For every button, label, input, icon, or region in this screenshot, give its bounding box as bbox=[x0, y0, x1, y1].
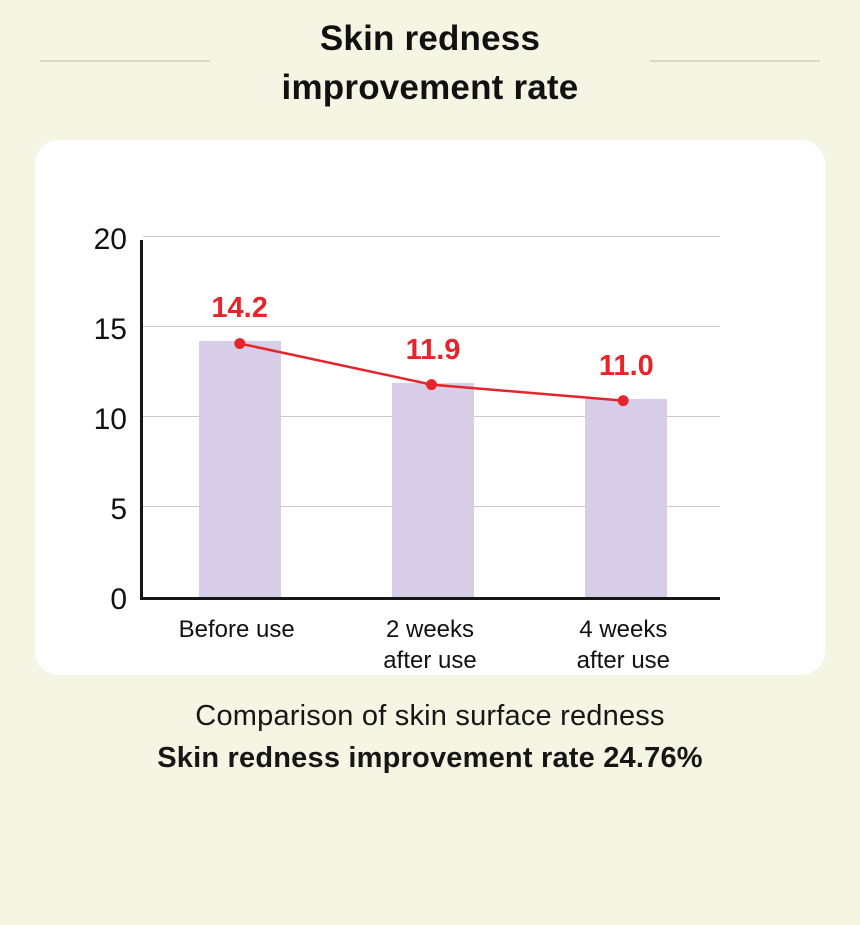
caption-line-1: Comparison of skin surface redness bbox=[195, 700, 665, 732]
page-title: Skin redness improvement rate bbox=[0, 14, 860, 112]
plot-area: 14.2 11.9 11.0 bbox=[140, 236, 720, 600]
y-tick-label: 10 bbox=[93, 403, 127, 436]
data-point-dot bbox=[234, 338, 246, 349]
x-axis-labels: Before use 2 weeks after use 4 weeks after… bbox=[140, 614, 720, 674]
y-tick-label: 5 bbox=[110, 493, 127, 526]
page-title-line2: improvement rate bbox=[281, 68, 579, 107]
trend-line bbox=[234, 338, 629, 407]
chart-card: 0 5 10 15 20 14.2 11.9 11.0 Before use 2 weeks … bbox=[35, 140, 825, 675]
value-label: 11.9 bbox=[405, 333, 461, 366]
x-axis-label: 2 weeks after use bbox=[383, 616, 477, 675]
y-axis-labels: 0 5 10 15 20 bbox=[35, 225, 127, 615]
chart-caption: Comparison of skin surface redness Skin … bbox=[0, 700, 860, 775]
bar-1 bbox=[198, 341, 281, 597]
divider-line-left bbox=[40, 60, 210, 62]
gridline bbox=[143, 326, 720, 327]
page-title-line1: Skin redness bbox=[319, 19, 541, 58]
y-tick-label: 20 bbox=[93, 223, 127, 256]
page-header: Skin redness improvement rate bbox=[0, 0, 860, 112]
y-tick-label: 0 bbox=[110, 583, 127, 616]
value-label: 11.0 bbox=[598, 350, 654, 382]
caption-line-2: Skin redness improvement rate 24.76% bbox=[157, 742, 703, 774]
x-axis-label: Before use bbox=[178, 616, 295, 643]
bar-2 bbox=[392, 382, 474, 597]
data-point-dot bbox=[617, 395, 629, 407]
x-axis-label: 4 weeks after use bbox=[576, 616, 671, 675]
value-label: 14.2 bbox=[211, 292, 268, 325]
divider-line-right bbox=[650, 60, 820, 62]
gridline bbox=[143, 236, 720, 237]
y-tick-label: 15 bbox=[93, 313, 127, 346]
bar-3 bbox=[585, 399, 668, 597]
data-point-dot bbox=[426, 379, 437, 391]
